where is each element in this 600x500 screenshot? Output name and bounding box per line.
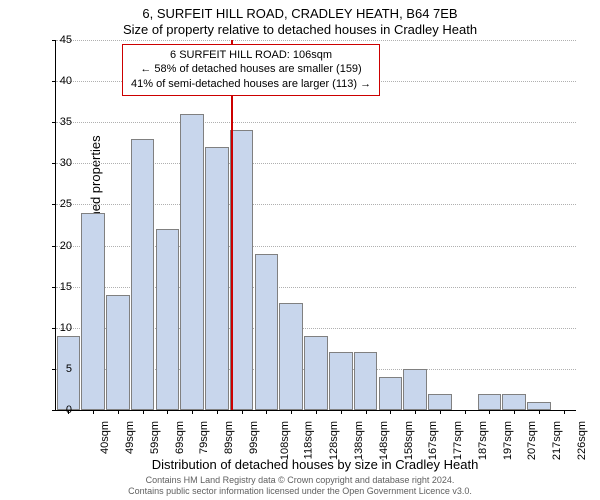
x-tick-label: 99sqm (248, 421, 260, 454)
histogram-bar (230, 130, 254, 410)
x-tick-mark (341, 410, 342, 414)
histogram-bar (106, 295, 130, 410)
y-tick-label: 20 (32, 240, 72, 252)
attribution-footer: Contains HM Land Registry data © Crown c… (0, 475, 600, 498)
x-tick-mark (564, 410, 565, 414)
x-tick-label: 118sqm (303, 421, 315, 459)
x-tick-label: 138sqm (353, 421, 365, 460)
x-tick-label: 158sqm (403, 421, 415, 460)
x-tick-mark (192, 410, 193, 414)
x-tick-label: 108sqm (279, 421, 291, 460)
x-tick-mark (143, 410, 144, 414)
x-tick-label: 217sqm (551, 421, 563, 460)
histogram-bar (205, 147, 229, 410)
x-tick-mark (93, 410, 94, 414)
histogram-bar (478, 394, 502, 410)
x-tick-mark (291, 410, 292, 414)
x-tick-mark (514, 410, 515, 414)
x-tick-label: 207sqm (526, 421, 538, 460)
y-tick-label: 45 (32, 34, 72, 46)
grid-line (56, 40, 576, 41)
grid-line (56, 122, 576, 123)
x-tick-mark (440, 410, 441, 414)
x-tick-mark (242, 410, 243, 414)
y-tick-label: 15 (32, 281, 72, 293)
histogram-bar (180, 114, 204, 410)
x-tick-label: 79sqm (198, 421, 210, 454)
y-tick-label: 10 (32, 322, 72, 334)
x-tick-label: 226sqm (576, 421, 588, 460)
annotation-line2: ← 58% of detached houses are smaller (15… (131, 62, 371, 76)
y-tick-label: 35 (32, 116, 72, 128)
x-tick-mark (539, 410, 540, 414)
x-tick-label: 89sqm (223, 421, 235, 454)
x-tick-mark (465, 410, 466, 414)
annotation-line3: 41% of semi-detached houses are larger (… (131, 77, 371, 91)
histogram-bar (428, 394, 452, 410)
x-tick-mark (167, 410, 168, 414)
histogram-bar (81, 213, 105, 410)
annotation-line1: 6 SURFEIT HILL ROAD: 106sqm (131, 48, 371, 62)
x-tick-mark (316, 410, 317, 414)
x-tick-label: 177sqm (452, 421, 464, 460)
footer-line2: Contains public sector information licen… (0, 486, 600, 497)
y-tick-label: 5 (32, 363, 72, 375)
y-tick-label: 0 (32, 404, 72, 416)
x-tick-label: 167sqm (427, 421, 439, 460)
y-tick-label: 30 (32, 157, 72, 169)
x-tick-label: 197sqm (502, 421, 514, 460)
histogram-bar (502, 394, 526, 410)
marker-annotation-box: 6 SURFEIT HILL ROAD: 106sqm ← 58% of det… (122, 44, 380, 96)
histogram-bar (354, 352, 378, 410)
x-tick-label: 148sqm (378, 421, 390, 460)
y-tick-label: 40 (32, 75, 72, 87)
histogram-bar (279, 303, 303, 410)
histogram-bar (379, 377, 403, 410)
x-tick-mark (489, 410, 490, 414)
x-tick-mark (390, 410, 391, 414)
y-tick-label: 25 (32, 198, 72, 210)
x-tick-label: 49sqm (124, 421, 136, 454)
histogram-bar (403, 369, 427, 410)
histogram-bar (329, 352, 353, 410)
x-tick-mark (118, 410, 119, 414)
x-tick-label: 59sqm (149, 421, 161, 454)
x-tick-label: 40sqm (99, 421, 111, 454)
x-tick-mark (415, 410, 416, 414)
histogram-bar (527, 402, 551, 410)
x-tick-label: 187sqm (477, 421, 489, 460)
x-tick-label: 128sqm (328, 421, 340, 460)
x-axis-label: Distribution of detached houses by size … (55, 457, 575, 472)
x-tick-mark (266, 410, 267, 414)
footer-line1: Contains HM Land Registry data © Crown c… (0, 475, 600, 486)
histogram-bar (131, 139, 155, 410)
x-tick-label: 69sqm (174, 421, 186, 454)
chart-root: 6, SURFEIT HILL ROAD, CRADLEY HEATH, B64… (0, 0, 600, 500)
x-tick-mark (366, 410, 367, 414)
chart-title-line1: 6, SURFEIT HILL ROAD, CRADLEY HEATH, B64… (0, 6, 600, 21)
histogram-bar (255, 254, 279, 410)
histogram-bar (156, 229, 180, 410)
x-tick-mark (217, 410, 218, 414)
chart-title-line2: Size of property relative to detached ho… (0, 22, 600, 37)
histogram-bar (304, 336, 328, 410)
